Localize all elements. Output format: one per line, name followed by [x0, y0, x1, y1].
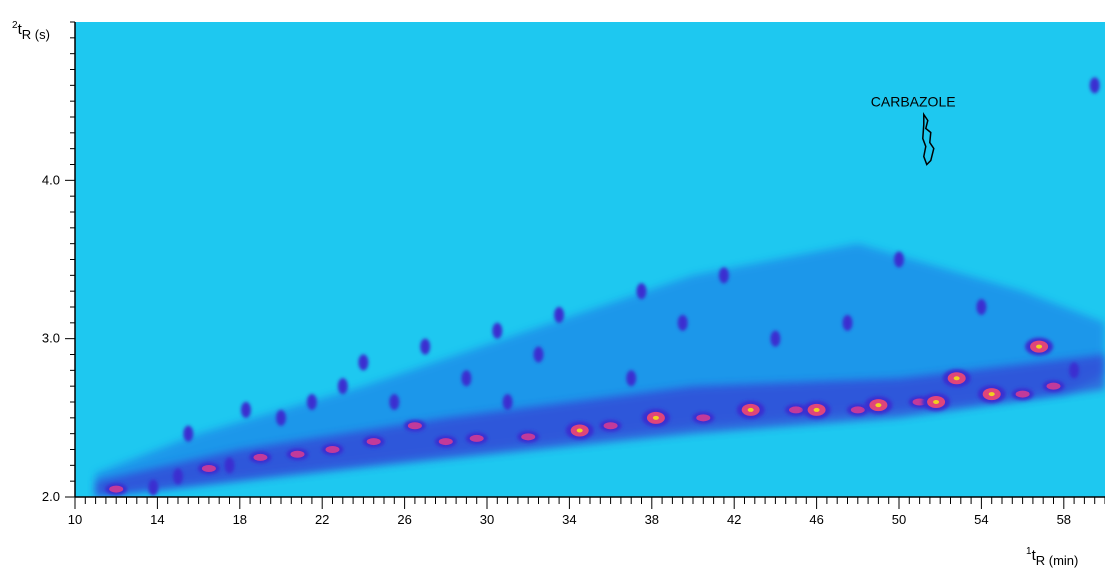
peak-spot — [1042, 380, 1065, 393]
x-tick-label: 30 — [480, 512, 494, 527]
annotation-layer: CARBAZOLE — [871, 94, 956, 166]
peak-spot — [358, 354, 369, 371]
peak-spot — [976, 299, 987, 315]
peak-spot — [846, 403, 869, 416]
peak-spot — [626, 370, 637, 387]
peak-spot — [197, 462, 220, 475]
peak-spot — [389, 394, 400, 410]
peak-spot — [922, 393, 951, 411]
x-axis-title-sup: 1 — [1026, 546, 1032, 557]
peak-spot — [502, 394, 513, 410]
peak-spot — [420, 338, 431, 355]
peak-spot — [337, 378, 348, 395]
peak-spot — [224, 457, 235, 474]
x-tick-label: 10 — [68, 512, 82, 527]
x-tick-label: 38 — [645, 512, 659, 527]
peak-spot — [599, 419, 622, 432]
peak-spot — [362, 435, 385, 448]
x-axis-title-sub: R (min) — [1036, 553, 1079, 568]
peak-spot — [842, 314, 853, 331]
x-axis-title: 1tR (min) — [1026, 546, 1078, 568]
peak-spot — [1025, 337, 1054, 356]
y-tick-label: 2.0 — [42, 489, 60, 504]
axes: 10 14 18 22 26 30 34 38 42 46 50 54 58 2.0 3.0 4.0 — [42, 21, 1105, 527]
peak-spot — [517, 430, 540, 443]
x-tick-label: 50 — [892, 512, 906, 527]
peak-spot — [677, 314, 688, 331]
y-tick-label: 3.0 — [42, 331, 60, 346]
x-tick-label: 22 — [315, 512, 329, 527]
peak-spot — [641, 408, 670, 427]
x-tick-label: 46 — [809, 512, 823, 527]
peak-spot — [802, 400, 831, 419]
peak-spot — [1089, 77, 1100, 94]
peak-spot — [492, 322, 503, 339]
peak-spot — [321, 443, 344, 456]
y-axis-title-main: t — [18, 21, 23, 38]
y-axis-title-sup: 2 — [12, 20, 18, 31]
x-axis-title-main: t — [1032, 547, 1037, 564]
annotation-contour — [922, 112, 935, 166]
peak-spot — [461, 370, 472, 387]
peak-spot — [894, 251, 904, 268]
peak-spot — [240, 401, 251, 418]
x-tick-label: 42 — [727, 512, 741, 527]
peak-spot — [306, 394, 317, 410]
peak-spot — [736, 400, 765, 419]
peak-spot — [770, 330, 781, 347]
peak-spot — [533, 346, 544, 363]
x-tick-label: 54 — [974, 512, 988, 527]
peak-spot — [785, 403, 807, 416]
peak-spot — [183, 425, 194, 442]
peak-layer — [105, 77, 1100, 496]
annotation-label: CARBAZOLE — [871, 94, 956, 110]
peak-spot — [565, 421, 594, 440]
peak-spot — [942, 369, 971, 388]
peak-spot — [692, 411, 715, 424]
peak-spot — [636, 283, 647, 300]
x-tick-label: 18 — [233, 512, 247, 527]
peak-spot — [1069, 362, 1080, 379]
x-tick-label: 26 — [397, 512, 411, 527]
peak-spot — [286, 448, 309, 461]
peak-spot — [148, 479, 159, 496]
x-tick-label: 34 — [562, 512, 576, 527]
y-tick-label: 4.0 — [42, 172, 60, 187]
peak-spot — [173, 468, 183, 485]
peak-spot — [977, 385, 1006, 404]
y-axis-title-sub: R (s) — [22, 27, 50, 42]
peak-spot — [864, 396, 893, 415]
y-axis-title: 2tR (s) — [12, 20, 50, 42]
peak-spot — [105, 483, 128, 496]
x-tick-label: 58 — [1057, 512, 1071, 527]
peak-spot — [718, 267, 729, 284]
peak-spot — [465, 432, 488, 445]
peak-spot — [554, 306, 565, 323]
peak-spot — [249, 451, 272, 464]
peak-spot — [276, 409, 286, 426]
x-tick-label: 14 — [150, 512, 164, 527]
peak-spot — [1011, 388, 1034, 401]
peak-spot — [403, 419, 426, 432]
peak-spot — [434, 435, 457, 448]
